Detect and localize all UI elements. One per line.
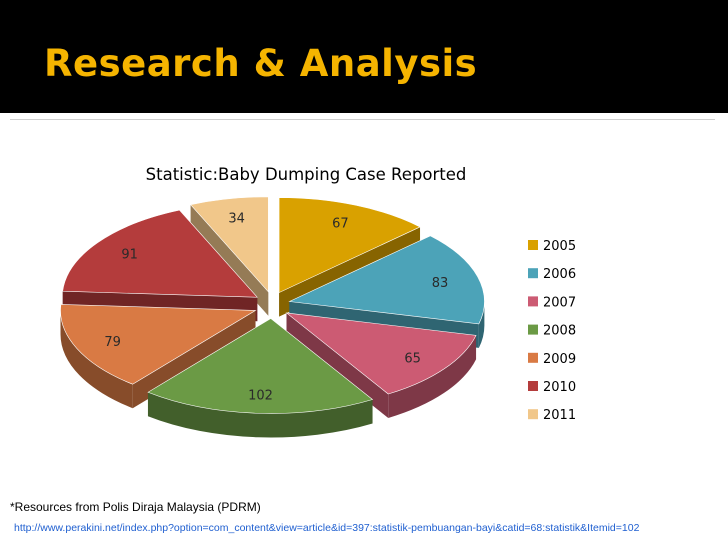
source-note: *Resources from Polis Diraja Malaysia (P… (10, 500, 261, 514)
pie-slice-2007 (285, 312, 477, 395)
legend-label-2008: 2008 (543, 324, 576, 339)
legend-swatch-2008 (528, 324, 538, 335)
legend-label-2011: 2011 (543, 408, 576, 423)
chart-title: Statistic:Baby Dumping Case Reported (146, 165, 467, 184)
data-label-2011: 34 (228, 211, 245, 226)
legend-label-2005: 2005 (543, 239, 576, 254)
pie-chart: Statistic:Baby Dumping Case Reported 67 8… (60, 165, 576, 438)
slide-header: Research & Analysis (0, 0, 728, 113)
pie-slice-2008 (147, 318, 374, 414)
legend-swatch-2010 (528, 381, 538, 391)
data-label-2007: 65 (404, 352, 421, 367)
pie-slice-2011 (190, 196, 269, 293)
data-label-2010: 91 (121, 248, 138, 263)
pie-front-wall (147, 392, 373, 438)
pie-tops (60, 196, 485, 414)
pie-slice-2010 (62, 209, 258, 298)
legend-swatch-2007 (528, 296, 538, 307)
divider (10, 119, 715, 120)
legend-swatch-2006 (528, 268, 538, 279)
legend-label-2006: 2006 (543, 267, 576, 282)
pie-front-wall (60, 310, 133, 409)
legend-label-2007: 2007 (543, 295, 576, 310)
pie-labels: 67 83 65 102 79 91 34 (104, 211, 448, 403)
pie-slice-2006 (288, 235, 485, 325)
pie-slice-2005 (278, 197, 421, 294)
legend-label-2010: 2010 (543, 380, 576, 395)
legend-swatch-2009 (528, 352, 538, 363)
chart-legend: 2005 2006 2007 2008 2009 2010 2011 (528, 239, 576, 423)
source-link[interactable]: http://www.perakini.net/index.php?option… (14, 522, 640, 534)
pie-slice-2009 (60, 304, 257, 385)
legend-swatch-2005 (528, 240, 538, 250)
legend-label-2009: 2009 (543, 352, 576, 367)
data-label-2008: 102 (248, 388, 273, 403)
data-label-2005: 67 (332, 217, 349, 232)
data-label-2006: 83 (432, 276, 449, 291)
legend-swatch-2011 (528, 409, 538, 420)
data-label-2009: 79 (104, 335, 121, 350)
pie-front-wall (388, 335, 477, 419)
slide-title: Research & Analysis (44, 42, 478, 85)
